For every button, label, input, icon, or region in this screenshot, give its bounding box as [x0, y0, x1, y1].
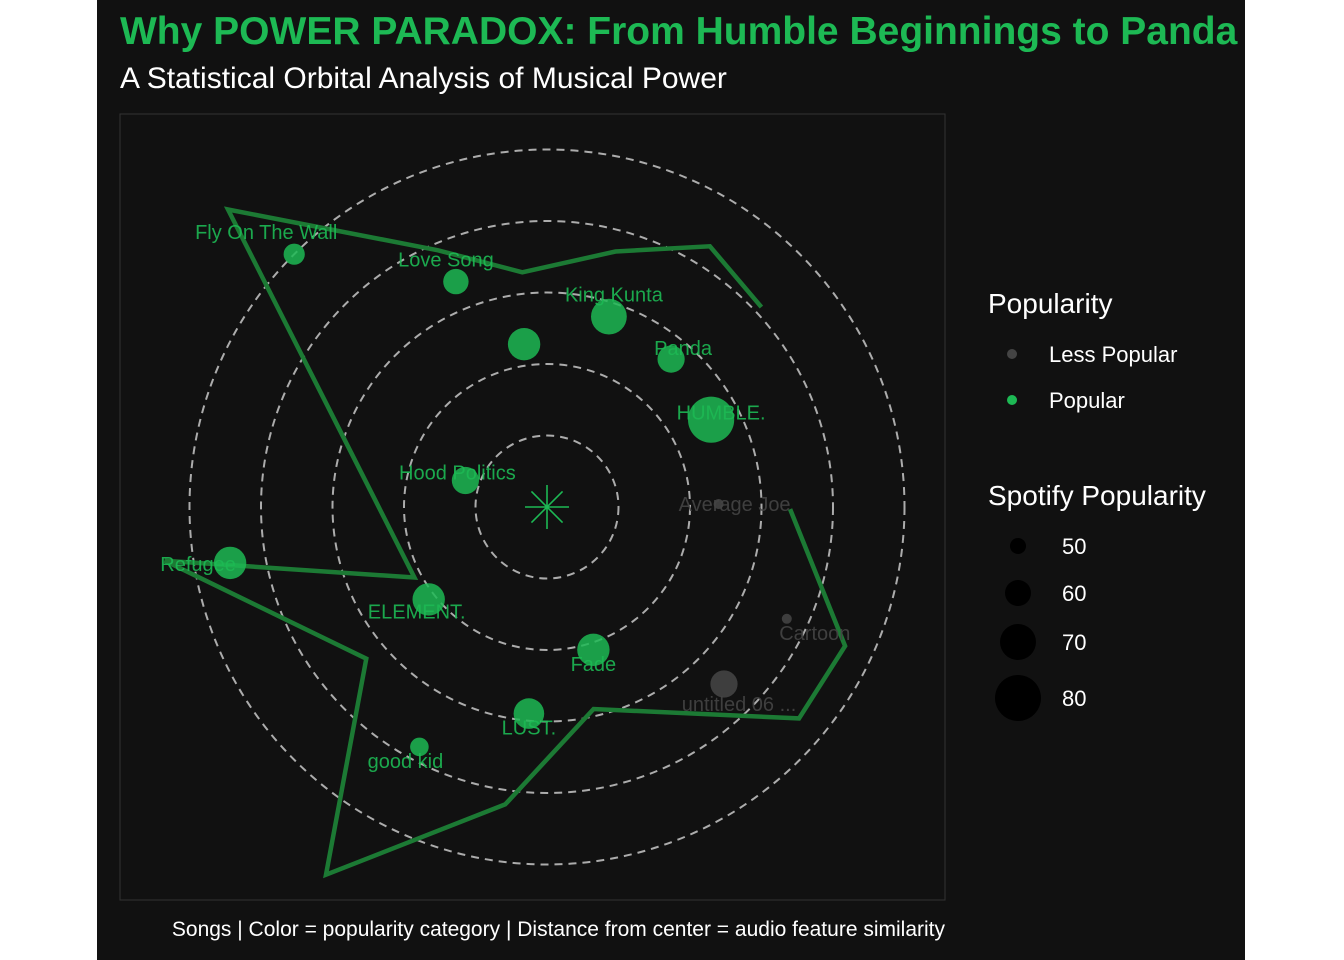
song-point-3 [591, 298, 627, 335]
song-label-9: Fade [571, 654, 617, 676]
chart-subtitle: A Statistical Orbital Analysis of Musica… [120, 62, 727, 95]
legend-size-key-3 [995, 675, 1041, 721]
chart-svg: Fly On The Wall Love Song King Kunta Panda H… [119, 113, 1206, 901]
song-label-10: LUST. [502, 718, 556, 740]
song-label-0: Fly On The Wall [195, 222, 337, 244]
song-label-11: good kid [368, 751, 444, 773]
orbit-ring-4 [260, 220, 834, 794]
legend-color-title: Popularity [988, 288, 1113, 319]
song-label-12: Refugee [160, 554, 236, 576]
legend-size-key-0 [1010, 538, 1026, 554]
legend-size-key-1 [1005, 580, 1031, 606]
orbit-path-layer [163, 206, 848, 879]
asterisk-star-icon [525, 485, 569, 529]
legend-color-key-0 [1007, 349, 1017, 359]
song-point-13 [412, 583, 445, 616]
song-label-4: Panda [654, 338, 713, 360]
orbit-ring-2 [403, 363, 691, 651]
song-point-0 [283, 243, 305, 265]
song-point-7 [781, 613, 792, 624]
legend-size-key-2 [1000, 624, 1036, 660]
song-label-6: Average Joe [679, 494, 791, 516]
song-label-5: HUMBLE. [677, 403, 766, 425]
song-label-8: untitled 06 ... [682, 694, 797, 716]
song-label-13: ELEMENT. [368, 601, 466, 623]
song-label-1: Love Song [398, 250, 494, 272]
legend-size-label-1: 60 [1062, 581, 1086, 606]
legend-color-label-1: Popular [1049, 388, 1125, 413]
chart-caption: Songs | Color = popularity category | Di… [171, 918, 945, 941]
song-point-9 [577, 633, 610, 666]
legend-color-key-1 [1007, 395, 1017, 405]
orbit-ring-1 [474, 434, 620, 580]
orbit-path-line [163, 206, 848, 879]
song-point-10 [513, 698, 545, 729]
song-label-14: Hood Politics [399, 463, 516, 485]
legend-color-label-0: Less Popular [1049, 342, 1177, 367]
song-point-14 [451, 466, 479, 495]
song-point-8 [710, 670, 738, 698]
song-point-11 [410, 737, 429, 757]
center-marker-layer [525, 485, 569, 529]
legend-size-label-0: 50 [1062, 534, 1086, 559]
legend-size-label-2: 70 [1062, 630, 1086, 655]
orbit-ring-3 [331, 291, 763, 723]
song-labels-layer: Fly On The Wall Love Song King Kunta Panda H… [160, 222, 850, 773]
orbit-ring-5 [188, 148, 906, 866]
orbit-rings [188, 148, 906, 866]
chart-title: Why POWER PARADOX: From Humble Beginning… [120, 10, 1238, 53]
song-point-6 [713, 499, 724, 509]
song-label-3: King Kunta [565, 285, 664, 307]
song-point-4 [657, 345, 685, 373]
song-point-2 [507, 328, 541, 361]
chart-figure: Why POWER PARADOX: From Humble Beginning… [97, 0, 1245, 960]
song-label-7: Cartoon [779, 623, 850, 645]
legend-size-label-3: 80 [1062, 686, 1086, 711]
song-points-layer [213, 243, 792, 757]
legend-size-title: Spotify Popularity [988, 480, 1206, 511]
song-point-5 [688, 396, 735, 443]
legend: Popularity Less Popular Popular Spotify Pop… [988, 288, 1206, 721]
song-point-12 [213, 546, 247, 580]
song-point-1 [443, 268, 469, 295]
